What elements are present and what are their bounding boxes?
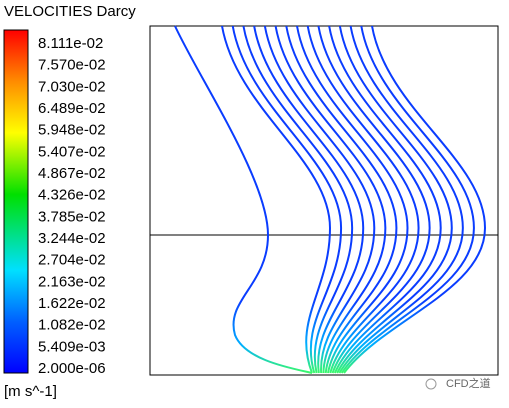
plot-frame <box>149 25 499 376</box>
legend-label: 2.163e-02 <box>38 273 106 290</box>
streamline <box>253 25 365 374</box>
legend-label: 6.489e-02 <box>38 100 106 117</box>
legend-label: 5.407e-02 <box>38 143 106 160</box>
streamline <box>274 25 387 374</box>
legend-label: 5.409e-03 <box>38 338 106 355</box>
streamlines <box>174 25 487 374</box>
legend-unit: [m s^-1] <box>4 383 57 400</box>
streamline <box>340 25 475 374</box>
legend-label: 8.111e-02 <box>38 35 103 52</box>
legend-label: 1.622e-02 <box>38 295 106 312</box>
watermark: CFD之道 <box>446 376 491 390</box>
streamline <box>317 25 431 374</box>
streamline <box>338 25 464 374</box>
legend-label: 2.704e-02 <box>38 252 106 269</box>
legend-label: 2.000e-06 <box>38 360 106 377</box>
streamline <box>263 25 376 374</box>
streamline <box>231 25 343 374</box>
legend-label: 7.570e-02 <box>38 57 106 74</box>
legend-title: VELOCITIES Darcy <box>4 3 136 20</box>
streamline <box>296 25 409 374</box>
color-bar <box>3 29 29 374</box>
streamline <box>221 25 332 374</box>
streamline <box>336 25 453 374</box>
legend-label: 4.326e-02 <box>38 187 106 204</box>
streamline <box>343 25 487 374</box>
legend-labels: 8.111e-02 7.570e-02 7.030e-02 6.489e-02 5.94… <box>38 35 106 377</box>
legend-label: 3.244e-02 <box>38 230 106 247</box>
streamline <box>285 25 398 374</box>
legend-label: 5.948e-02 <box>38 122 106 139</box>
legend-label: 4.867e-02 <box>38 165 106 182</box>
watermark-icon <box>425 378 437 390</box>
streamline <box>174 25 313 374</box>
streamline <box>328 25 442 374</box>
legend-label: 7.030e-02 <box>38 78 106 95</box>
legend-label: 1.082e-02 <box>38 317 106 334</box>
legend-label: 3.785e-02 <box>38 208 106 225</box>
streamline <box>242 25 354 374</box>
streamline <box>306 25 420 374</box>
